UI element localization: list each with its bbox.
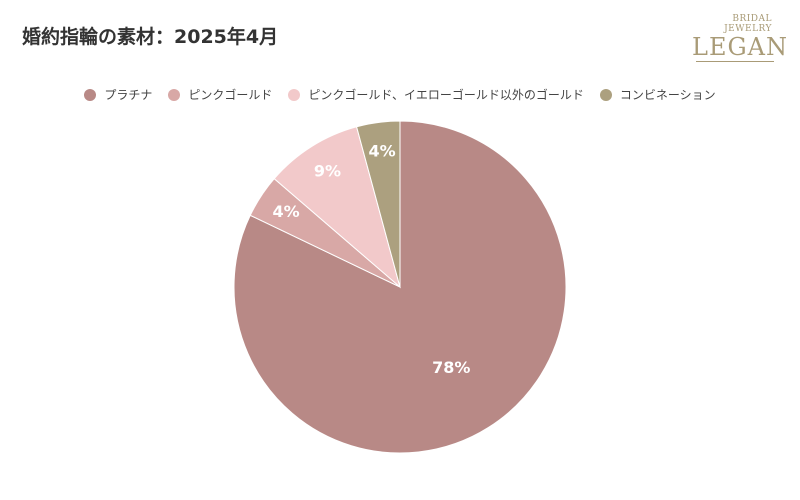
slice-label-combination: 4% (368, 142, 395, 161)
pie-slice-combination (355, 120, 401, 288)
legend-item-other-gold: ピンクゴールド、イエローゴールド以外のゴールド (288, 86, 584, 103)
legend-swatch-other-gold (288, 88, 301, 101)
pie-slice-platinum (233, 120, 567, 454)
pie-slice-other-gold (273, 126, 401, 289)
slice-label-other-gold: 9% (314, 161, 341, 180)
legend-label-pink-gold: ピンクゴールド (188, 88, 273, 102)
brand-logo: BRIDAL JEWELRY LEGAN (692, 14, 788, 62)
legend-label-combination: コンビネーション (619, 88, 716, 102)
chart-legend: プラチナ ピンクゴールド ピンクゴールド、イエローゴールド以外のゴールド コンビ… (0, 86, 800, 103)
legend-item-platinum: プラチナ (84, 86, 152, 103)
legend-item-pink-gold: ピンクゴールド (168, 86, 272, 103)
legend-swatch-pink-gold (168, 88, 181, 101)
legend-label-platinum: プラチナ (104, 88, 153, 102)
legend-swatch-combination (599, 88, 612, 101)
chart-title: 婚約指輪の素材：2025年4月 (22, 26, 279, 48)
logo-wordmark: LEGAN (692, 33, 788, 61)
legend-label-other-gold: ピンクゴールド、イエローゴールド以外のゴールド (308, 88, 584, 102)
logo-rule (696, 61, 774, 62)
slice-label-platinum: 78% (432, 358, 470, 377)
legend-item-combination: コンビネーション (599, 86, 716, 103)
legend-swatch-platinum (84, 88, 97, 101)
slice-label-pink-gold: 4% (272, 202, 299, 221)
logo-subtitle: BRIDAL JEWELRY (724, 14, 772, 34)
